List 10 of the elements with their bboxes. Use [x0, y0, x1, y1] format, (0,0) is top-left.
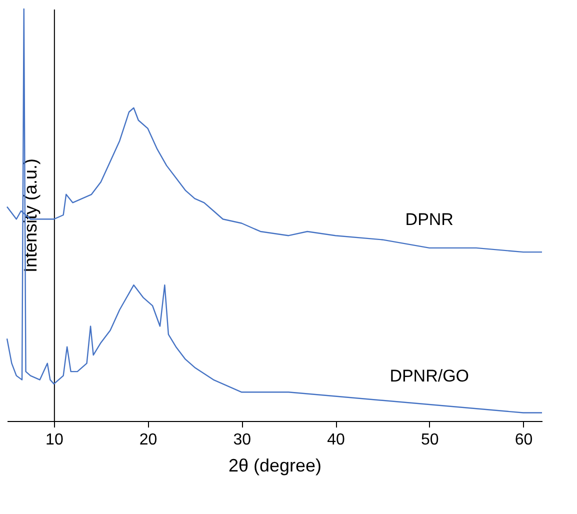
series-label: DPNR — [405, 210, 454, 229]
x-tick-label: 20 — [139, 432, 158, 448]
y-axis-title: Intensity (a.u.) — [20, 158, 40, 273]
series-label: DPNR/GO — [390, 366, 470, 386]
x-axis-title: 2θ (degree) — [228, 456, 322, 476]
x-tick-label: 10 — [46, 432, 64, 448]
x-tick-label: 60 — [514, 432, 533, 448]
x-tick-label: 30 — [233, 432, 252, 448]
x-tick-label: 50 — [420, 432, 439, 448]
x-tick-label: 40 — [327, 432, 346, 448]
